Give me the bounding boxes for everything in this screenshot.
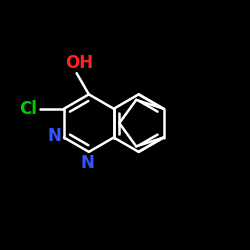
Text: Cl: Cl [19,100,37,118]
Text: OH: OH [65,54,93,72]
Text: N: N [81,154,94,172]
Text: N: N [48,127,62,145]
